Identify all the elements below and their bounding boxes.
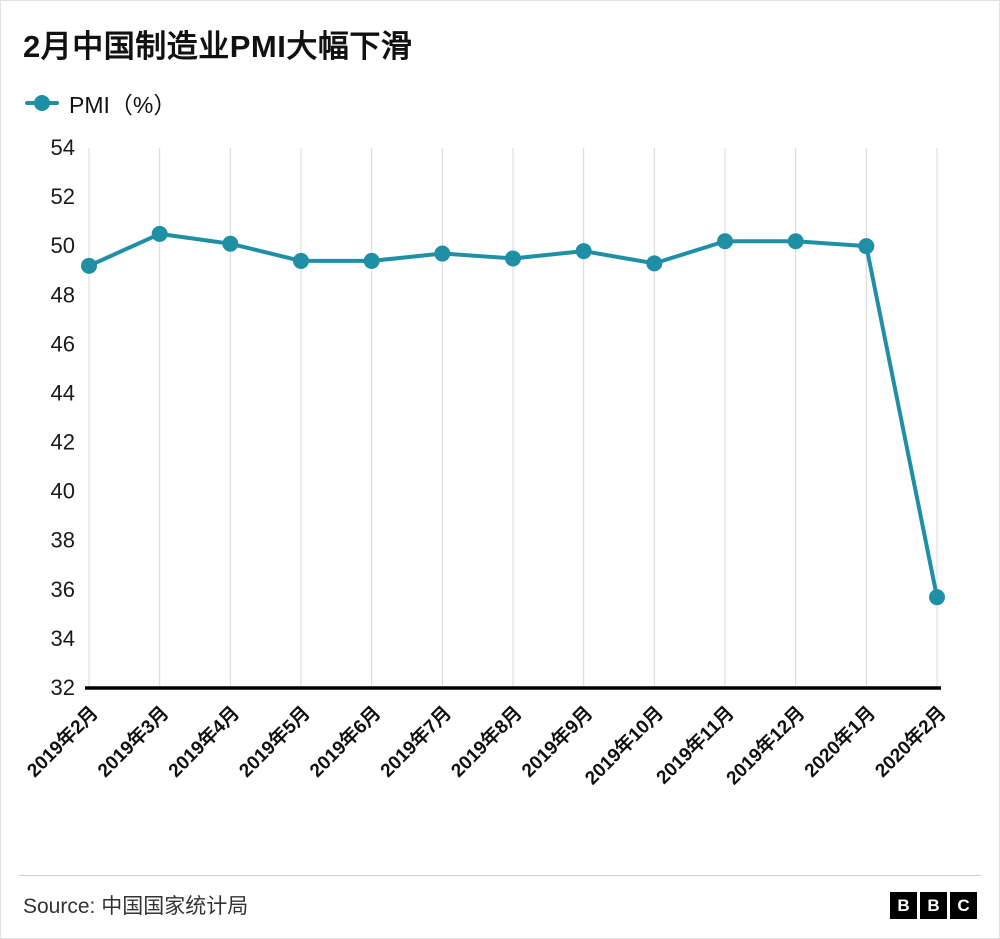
data-point-marker	[363, 252, 380, 269]
x-axis-tick-label: 2019年2月	[22, 701, 102, 781]
y-axis-tick-label: 42	[51, 430, 75, 455]
legend: PMI（%）	[25, 86, 999, 120]
pmi-line-chart: 5452504846444240383634322019年2月2019年3月20…	[22, 135, 950, 789]
data-point-marker	[646, 255, 663, 272]
data-point-marker	[293, 252, 309, 269]
chart-title: 2月中国制造业PMI大幅下滑	[23, 29, 413, 64]
y-axis-tick-label: 38	[51, 528, 75, 553]
x-axis-tick-label: 2019年4月	[163, 701, 243, 781]
bbc-logo-letter: B	[890, 891, 917, 919]
y-axis-tick-label: 32	[51, 675, 75, 700]
data-point-marker	[81, 257, 97, 274]
legend-line-dot-icon	[25, 101, 59, 105]
x-axis-tick-label: 2019年7月	[375, 701, 455, 781]
data-point-marker	[151, 225, 168, 242]
data-point-marker	[434, 245, 451, 262]
x-axis-tick-label: 2019年6月	[305, 701, 385, 781]
data-point-marker	[929, 589, 945, 606]
x-axis-tick-label: 2019年8月	[446, 701, 526, 781]
bbc-logo: B B C	[890, 891, 977, 919]
y-axis-tick-label: 48	[51, 282, 75, 307]
x-axis-tick-label: 2019年3月	[93, 701, 173, 781]
y-axis-tick-label: 52	[51, 184, 75, 209]
y-axis-tick-label: 50	[51, 233, 75, 258]
data-point-marker	[505, 250, 521, 267]
x-axis-tick-label: 2019年5月	[234, 701, 314, 781]
x-axis-tick-label: 2020年2月	[870, 701, 950, 781]
legend-label: PMI（%）	[69, 92, 177, 118]
y-axis-tick-label: 46	[51, 331, 75, 356]
data-point-marker	[717, 233, 733, 250]
x-axis-tick-label: 2020年1月	[799, 701, 879, 781]
y-axis-tick-label: 34	[51, 626, 75, 651]
data-point-marker	[222, 235, 239, 252]
y-axis-tick-label: 40	[51, 479, 75, 504]
chart-footer: Source: 中国国家统计局 B B C	[19, 875, 981, 938]
source-text: Source: 中国国家统计局	[23, 895, 249, 918]
bbc-logo-letter: C	[950, 891, 977, 919]
data-point-marker	[787, 233, 804, 250]
y-axis-tick-label: 44	[51, 380, 75, 405]
bbc-logo-letter: B	[920, 891, 947, 919]
y-axis-tick-label: 36	[51, 577, 75, 602]
data-point-marker	[575, 243, 592, 260]
y-axis-tick-label: 54	[51, 135, 75, 160]
data-point-marker	[858, 238, 875, 255]
